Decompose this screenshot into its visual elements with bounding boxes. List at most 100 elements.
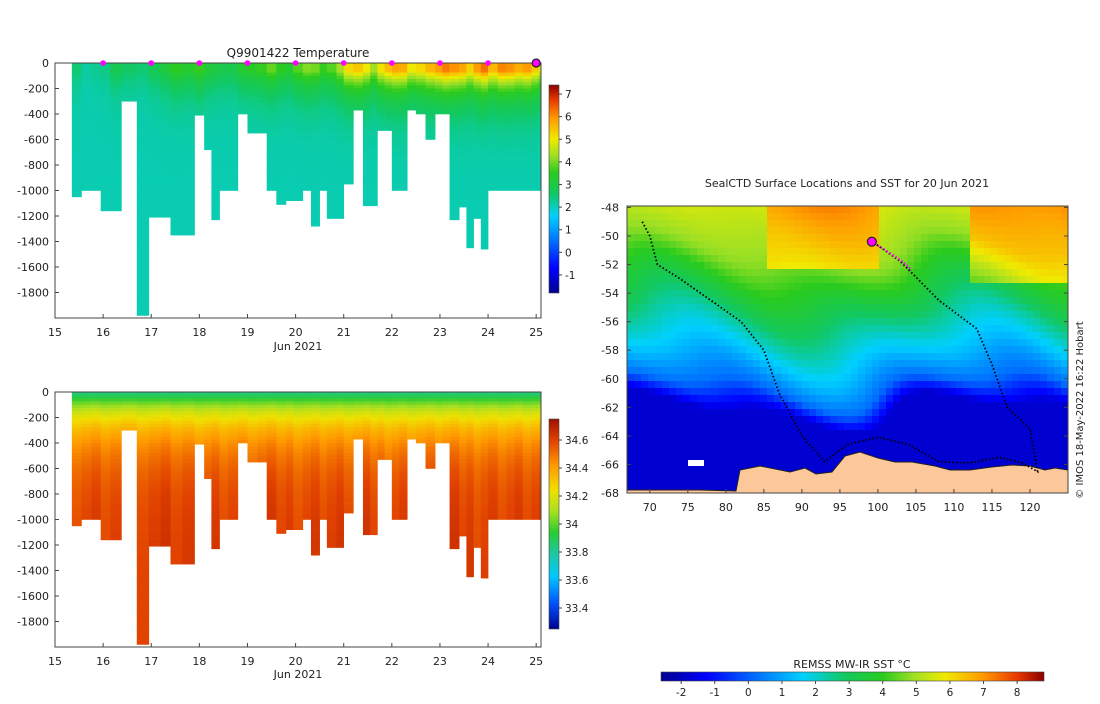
temperature-cell [363, 152, 371, 155]
salinity-cell [426, 418, 436, 421]
salinity-cell [450, 433, 460, 436]
temperature-cell [515, 175, 523, 178]
salinity-cell [466, 510, 474, 513]
salinity-cell [523, 398, 532, 401]
salinity-cell [327, 532, 337, 535]
salinity-cell [267, 472, 277, 475]
salinity-cell [311, 532, 320, 535]
sst-cell [781, 234, 788, 241]
temperature-cell [466, 76, 474, 79]
salinity-cell [426, 392, 436, 395]
temperature-cell [435, 76, 443, 79]
sst-cell [627, 262, 634, 269]
salinity-cell [101, 405, 111, 408]
salinity-cell [488, 484, 498, 487]
salinity-cell [110, 427, 121, 430]
sst-cell [753, 227, 760, 234]
temperature-cell [101, 206, 111, 209]
temperature-cell [481, 229, 489, 232]
salinity-cell [137, 574, 149, 577]
temperature-cell [211, 210, 219, 213]
temperature-cell [228, 149, 238, 152]
salinity-cell [336, 532, 344, 535]
salinity-cell [392, 433, 400, 436]
salinity-cell [101, 469, 111, 472]
salinity-cell [276, 494, 286, 497]
sst-cell [655, 255, 662, 262]
temperature-cell [81, 127, 91, 130]
salinity-cell [336, 408, 344, 411]
salinity-cell [110, 446, 121, 449]
temperature-cell [466, 124, 474, 127]
salinity-cell [311, 475, 320, 478]
sst-cell [760, 269, 767, 276]
temperature-cell [110, 187, 121, 190]
salinity-cell [161, 427, 171, 430]
temperature-cell [183, 92, 195, 95]
salinity-cell [435, 421, 443, 424]
temperature-cell [450, 63, 460, 66]
temperature-cell [385, 95, 393, 98]
salinity-cell [488, 437, 498, 440]
temperature-cell [110, 85, 121, 88]
salinity-cell [336, 484, 344, 487]
salinity-cell [459, 421, 467, 424]
salinity-cell [303, 405, 311, 408]
salinity-cell [267, 427, 277, 430]
sst-cell [809, 234, 816, 241]
temperature-cell [91, 85, 101, 88]
salinity-cell [474, 392, 482, 395]
salinity-cell [450, 411, 460, 414]
sst-cell [1005, 262, 1012, 269]
salinity-cell [276, 453, 286, 456]
temperature-cell [515, 111, 523, 114]
temperature-cell [416, 89, 426, 92]
salinity-cell [344, 497, 354, 500]
salinity-cell [488, 478, 498, 481]
salinity-cell [211, 535, 219, 538]
salinity-cell [336, 421, 344, 424]
salinity-cell [204, 411, 212, 414]
temperature-cell [488, 168, 498, 171]
temperature-cell [91, 146, 101, 149]
salinity-cell [488, 507, 498, 510]
temperature-cell [228, 130, 238, 133]
sst-cell [1061, 248, 1068, 255]
temperature-cell [286, 111, 294, 114]
temperature-cell [149, 149, 161, 152]
sst-cell [956, 248, 963, 255]
temperature-cell [474, 95, 482, 98]
temperature-cell [110, 206, 121, 209]
salinity-cell [523, 408, 532, 411]
salinity-cell [450, 449, 460, 452]
salinity-cell [121, 418, 137, 421]
sst-cell [669, 276, 676, 283]
salinity-cell [466, 437, 474, 440]
sst-cell [942, 241, 949, 248]
temperature-cell [183, 171, 195, 174]
salinity-cell [161, 523, 171, 526]
salinity-cell [531, 481, 539, 484]
colorbar-tick-label: 34.6 [565, 435, 589, 447]
salinity-cell [481, 523, 489, 526]
salinity-cell [257, 398, 267, 401]
temperature-cell [101, 85, 111, 88]
temperature-cell [515, 155, 523, 158]
temperature-cell [459, 191, 467, 194]
sst-cell [949, 248, 956, 255]
salinity-cell [488, 411, 498, 414]
salinity-cell [293, 437, 303, 440]
salinity-cell [293, 408, 303, 411]
salinity-cell [137, 462, 149, 465]
temperature-cell [137, 257, 149, 260]
salinity-cell [523, 481, 532, 484]
temperature-cell [498, 101, 507, 104]
temperature-cell [450, 108, 460, 111]
salinity-cell [195, 443, 205, 445]
sst-cell [669, 269, 676, 276]
temperature-cell [311, 104, 320, 107]
salinity-cell [195, 405, 205, 408]
temperature-cell [183, 232, 195, 235]
temperature-cell [466, 200, 474, 203]
temperature-cell [101, 136, 111, 139]
